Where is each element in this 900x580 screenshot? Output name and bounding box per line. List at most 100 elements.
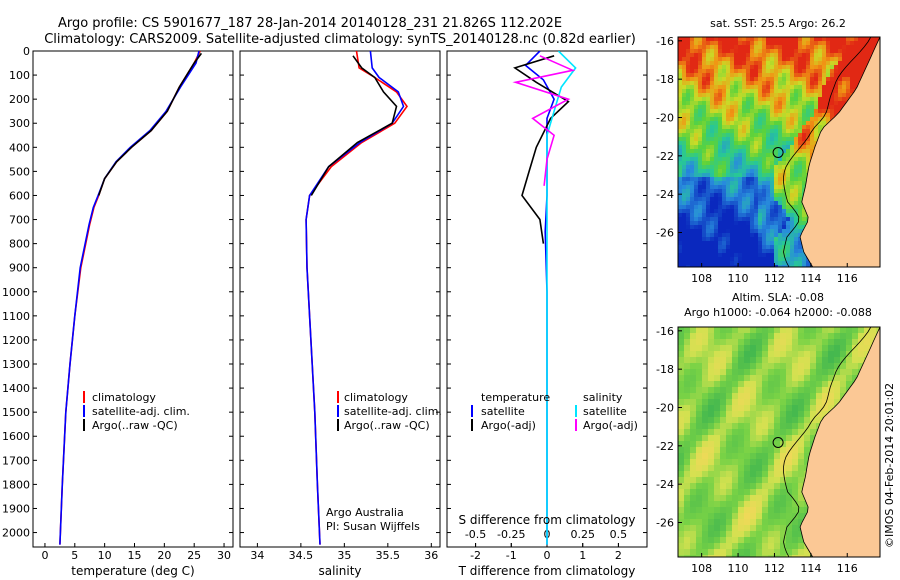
heatmap-cell (806, 81, 811, 86)
heatmap-cell (762, 97, 767, 102)
heatmap-cell (682, 209, 687, 214)
heatmap-cell (774, 417, 781, 424)
heatmap-cell (782, 65, 787, 70)
heatmap-cell (678, 233, 683, 238)
heatmap-cell (826, 53, 831, 58)
heatmap-cell (822, 81, 827, 86)
heatmap-cell (786, 141, 791, 146)
heatmap-cell (696, 447, 703, 454)
heatmap-cell (726, 369, 733, 376)
heatmap-cell (682, 217, 687, 222)
heatmap-cell (806, 77, 811, 82)
heatmap-cell (710, 89, 715, 94)
heatmap-cell (682, 133, 687, 138)
heatmap-cell (686, 169, 691, 174)
heatmap-cell (742, 105, 747, 110)
heatmap-cell (678, 471, 685, 478)
heatmap-cell (738, 265, 743, 267)
heatmap-cell (744, 453, 751, 460)
heatmap-cell (690, 507, 697, 514)
heatmap-cell (762, 393, 769, 400)
heatmap-cell (706, 169, 711, 174)
heatmap-cell (698, 177, 703, 182)
heatmap-cell (768, 453, 775, 460)
heatmap-cell (818, 121, 823, 126)
heatmap-cell (830, 53, 835, 58)
heatmap-cell (834, 65, 839, 70)
heatmap-cell (682, 97, 687, 102)
heatmap-cell (774, 507, 781, 514)
heatmap-cell (698, 165, 703, 170)
heatmap-cell (762, 501, 769, 508)
heatmap-cell (774, 121, 779, 126)
heatmap-cell (750, 387, 757, 394)
heatmap-cell (798, 153, 803, 158)
heatmap-cell (678, 185, 683, 190)
heatmap-cell (810, 387, 817, 394)
heatmap-cell (774, 363, 781, 370)
heatmap-cell (786, 41, 791, 46)
lon-tick-label: 112 (764, 272, 785, 285)
heatmap-cell (806, 161, 811, 166)
heatmap-cell (708, 441, 715, 448)
heatmap-cell (790, 245, 795, 250)
heatmap-cell (702, 85, 707, 90)
heatmap-cell (694, 217, 699, 222)
heatmap-cell (730, 237, 735, 242)
heatmap-cell (698, 209, 703, 214)
heatmap-cell (768, 381, 775, 388)
heatmap-cell (758, 261, 763, 266)
heatmap-cell (782, 233, 787, 238)
heatmap-cell (684, 411, 691, 418)
heatmap-cell (694, 69, 699, 74)
heatmap-cell (864, 333, 871, 340)
heatmap-cell (714, 333, 721, 340)
heatmap-cell (696, 369, 703, 376)
heatmap-cell (686, 265, 691, 267)
heatmap-cell (766, 61, 771, 66)
heatmap-cell (744, 519, 751, 526)
heatmap-cell (746, 177, 751, 182)
heatmap-cell (722, 113, 727, 118)
heatmap-cell (750, 53, 755, 58)
heatmap-cell (774, 531, 781, 538)
heatmap-cell (686, 133, 691, 138)
heatmap-cell (792, 363, 799, 370)
heatmap-cell (694, 93, 699, 98)
heatmap-cell (678, 441, 685, 448)
heatmap-cell (786, 225, 791, 230)
heatmap-cell (722, 249, 727, 254)
heatmap-cell (678, 133, 683, 138)
heatmap-cell (786, 435, 793, 442)
heatmap-cell (806, 133, 811, 138)
heatmap-cell (786, 173, 791, 178)
heatmap-cell (714, 245, 719, 250)
heatmap-cell (730, 197, 735, 202)
heatmap-cell (720, 495, 727, 502)
heatmap-cell (718, 185, 723, 190)
heatmap-cell (766, 45, 771, 50)
heatmap-cell (708, 471, 715, 478)
heatmap-cell (710, 81, 715, 86)
heatmap-cell (750, 57, 755, 62)
heatmap-cell (730, 113, 735, 118)
heatmap-cell (726, 37, 731, 42)
heatmap-cell (686, 81, 691, 86)
heatmap-cell (714, 81, 719, 86)
heatmap-cell (794, 81, 799, 86)
heatmap-cell (678, 37, 683, 42)
heatmap-cell (750, 81, 755, 86)
heatmap-cell (766, 57, 771, 62)
heatmap-cell (734, 225, 739, 230)
heatmap-cell (846, 37, 851, 42)
heatmap-cell (826, 105, 831, 110)
heatmap-cell (730, 85, 735, 90)
heatmap-cell (780, 549, 787, 556)
heatmap-cell (702, 61, 707, 66)
heatmap-cell (806, 109, 811, 114)
heatmap-cell (762, 45, 767, 50)
heatmap-cell (780, 393, 787, 400)
heatmap-cell (766, 53, 771, 58)
legend-title-salinity: salinity (583, 391, 623, 404)
heatmap-cell (770, 117, 775, 122)
